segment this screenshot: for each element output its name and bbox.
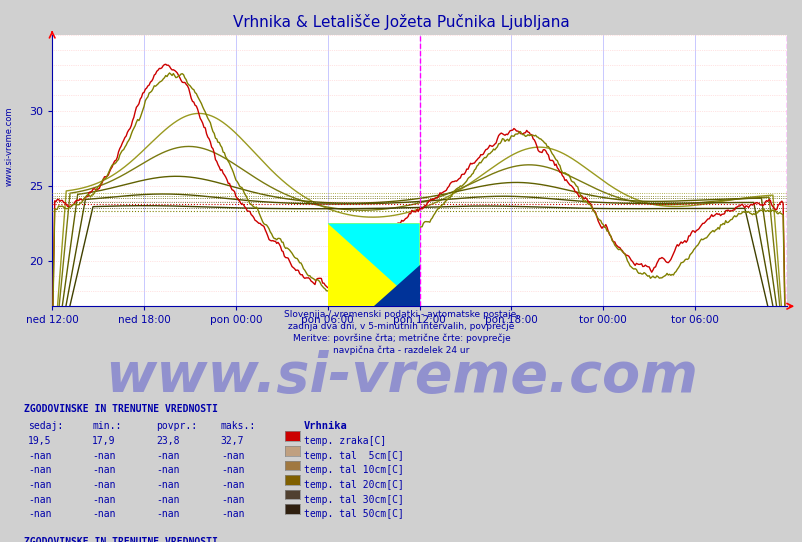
Text: 23,8: 23,8	[156, 436, 180, 446]
Text: -nan: -nan	[92, 480, 115, 490]
Text: -nan: -nan	[92, 451, 115, 461]
Text: navpična črta - razdelek 24 ur: navpična črta - razdelek 24 ur	[333, 346, 469, 356]
Text: maks.:: maks.:	[221, 421, 256, 431]
Text: temp. tal 30cm[C]: temp. tal 30cm[C]	[303, 495, 403, 505]
Text: zadnja dva dni, v 5-minutnih intervalih, povprečje: zadnja dva dni, v 5-minutnih intervalih,…	[288, 322, 514, 332]
Text: -nan: -nan	[221, 495, 244, 505]
Text: 17,9: 17,9	[92, 436, 115, 446]
Text: -nan: -nan	[92, 495, 115, 505]
Text: -nan: -nan	[156, 495, 180, 505]
Text: min.:: min.:	[92, 421, 122, 431]
Text: -nan: -nan	[92, 466, 115, 475]
Text: ZGODOVINSKE IN TRENUTNE VREDNOSTI: ZGODOVINSKE IN TRENUTNE VREDNOSTI	[24, 537, 217, 542]
Text: povpr.:: povpr.:	[156, 421, 197, 431]
Text: -nan: -nan	[156, 480, 180, 490]
Bar	[327, 223, 419, 306]
Polygon shape	[373, 265, 419, 306]
Text: www.si-vreme.com: www.si-vreme.com	[105, 350, 697, 404]
Text: temp. tal 20cm[C]: temp. tal 20cm[C]	[303, 480, 403, 490]
Text: -nan: -nan	[28, 509, 51, 519]
Text: -nan: -nan	[92, 509, 115, 519]
Text: -nan: -nan	[156, 509, 180, 519]
Text: -nan: -nan	[221, 451, 244, 461]
Text: Vrhnika & Letališče Jožeta Pučnika Ljubljana: Vrhnika & Letališče Jožeta Pučnika Ljubl…	[233, 14, 569, 30]
Polygon shape	[327, 223, 419, 306]
Text: www.si-vreme.com: www.si-vreme.com	[5, 107, 14, 186]
Text: -nan: -nan	[28, 466, 51, 475]
Text: 32,7: 32,7	[221, 436, 244, 446]
Text: temp. zraka[C]: temp. zraka[C]	[303, 436, 385, 446]
Text: Vrhnika: Vrhnika	[303, 421, 346, 431]
Text: -nan: -nan	[28, 480, 51, 490]
Text: -nan: -nan	[221, 480, 244, 490]
Text: Meritve: površine črta; metrične črte: povprečje: Meritve: površine črta; metrične črte: p…	[292, 334, 510, 344]
Text: sedaj:: sedaj:	[28, 421, 63, 431]
Text: temp. tal  5cm[C]: temp. tal 5cm[C]	[303, 451, 403, 461]
Text: -nan: -nan	[221, 466, 244, 475]
Text: -nan: -nan	[28, 451, 51, 461]
Text: 19,5: 19,5	[28, 436, 51, 446]
Text: -nan: -nan	[221, 509, 244, 519]
Text: Slovenija / vremenski podatki - avtomatske postaje,: Slovenija / vremenski podatki - avtomats…	[284, 310, 518, 319]
Text: -nan: -nan	[156, 451, 180, 461]
Text: -nan: -nan	[28, 495, 51, 505]
Text: ZGODOVINSKE IN TRENUTNE VREDNOSTI: ZGODOVINSKE IN TRENUTNE VREDNOSTI	[24, 404, 217, 414]
Text: -nan: -nan	[156, 466, 180, 475]
Text: temp. tal 10cm[C]: temp. tal 10cm[C]	[303, 466, 403, 475]
Text: temp. tal 50cm[C]: temp. tal 50cm[C]	[303, 509, 403, 519]
